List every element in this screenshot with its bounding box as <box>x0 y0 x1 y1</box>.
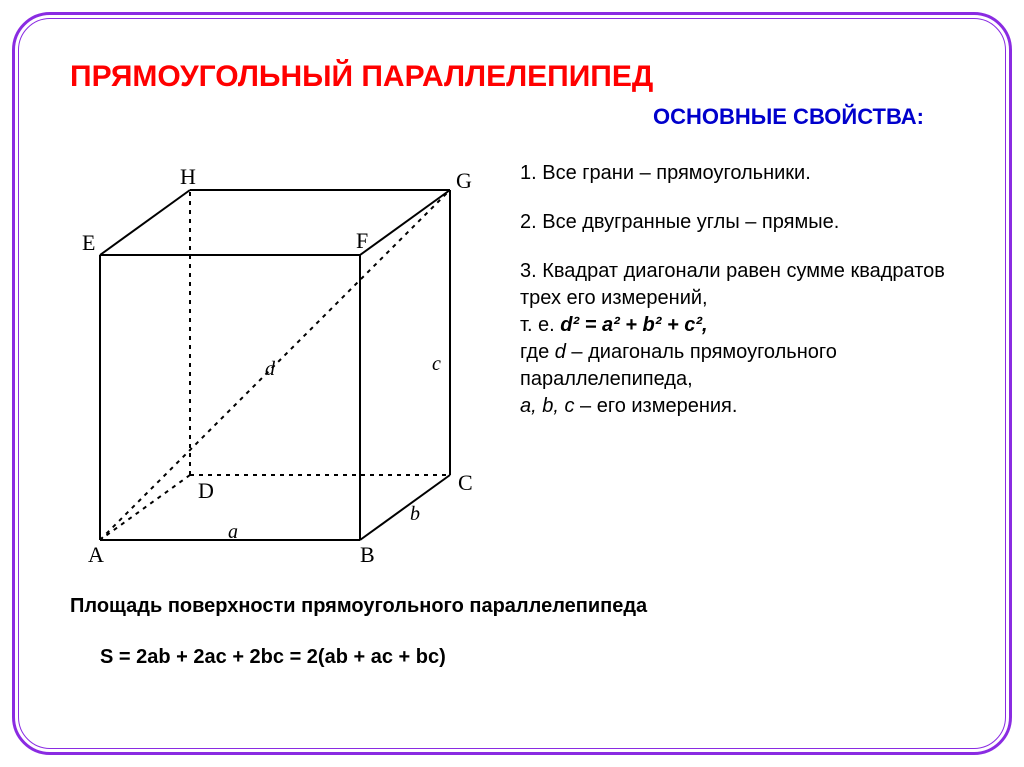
diagram-column: A B C D E F G H a b c d <box>40 140 520 585</box>
main-title: ПРЯМОУГОЛЬНЫЙ ПАРАЛЛЕЛЕПИПЕД <box>70 60 984 94</box>
svg-text:a: a <box>228 521 238 543</box>
svg-text:F: F <box>356 228 368 253</box>
prop3-formula: d² = a² + b² + c², <box>560 314 707 336</box>
svg-text:C: C <box>458 470 473 495</box>
property-3: 3. Квадрат диагонали равен сумме квадрат… <box>520 258 984 420</box>
prop3-where: где <box>520 341 555 363</box>
svg-text:A: A <box>88 542 104 567</box>
svg-text:G: G <box>456 168 472 193</box>
svg-text:c: c <box>432 353 441 375</box>
property-1: 1. Все грани – прямоугольники. <box>520 160 984 187</box>
surface-area-title: Площадь поверхности прямоугольного парал… <box>70 595 984 618</box>
svg-text:D: D <box>198 478 214 503</box>
surface-area-formula: S = 2ab + 2ac + 2bc = 2(ab + ac + bc) <box>100 646 984 669</box>
prop3-line1: 3. Квадрат диагонали равен сумме квадрат… <box>520 260 945 309</box>
svg-text:E: E <box>82 230 95 255</box>
svg-text:B: B <box>360 542 375 567</box>
prop3-abcrest: – его измерения. <box>574 395 737 417</box>
property-2: 2. Все двугранные углы – прямые. <box>520 209 984 236</box>
prop3-drest: – диагональ прямоугольного параллелепипе… <box>520 341 837 390</box>
svg-text:b: b <box>410 503 420 525</box>
prop3-d: d <box>555 341 566 363</box>
bottom-section: Площадь поверхности прямоугольного парал… <box>70 595 984 669</box>
main-row: A B C D E F G H a b c d 1. Все грани – прямоугольн… <box>40 140 984 585</box>
prop3-prefix: т. е. <box>520 314 560 336</box>
svg-text:H: H <box>180 164 196 189</box>
properties-subtitle: ОСНОВНЫЕ СВОЙСТВА: <box>40 104 924 130</box>
parallelepiped-diagram: A B C D E F G H a b c d <box>40 140 520 580</box>
prop3-abc: a, b, c <box>520 395 574 417</box>
slide-content: ПРЯМОУГОЛЬНЫЙ ПАРАЛЛЕЛЕПИПЕД ОСНОВНЫЕ СВ… <box>40 40 984 727</box>
svg-text:d: d <box>265 358 276 380</box>
properties-column: 1. Все грани – прямоугольники. 2. Все дв… <box>520 140 984 442</box>
